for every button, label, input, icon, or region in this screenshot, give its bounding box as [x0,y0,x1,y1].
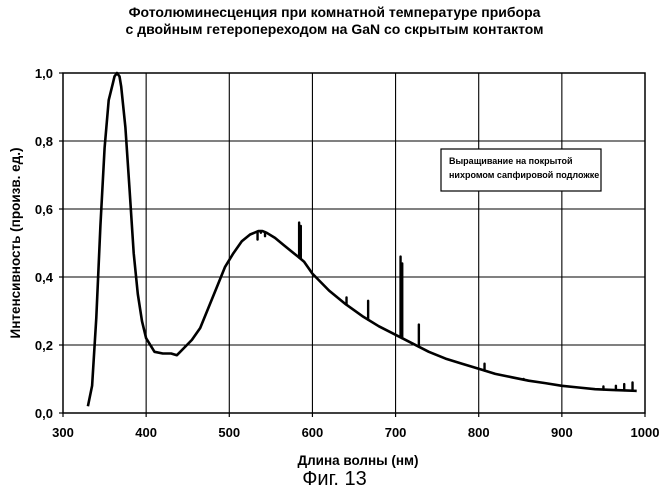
y-tick-label: 0,4 [35,270,54,285]
spikes [258,223,633,391]
x-tick-label: 300 [52,425,74,440]
y-tick-label: 1,0 [35,66,53,81]
x-tick-label: 500 [218,425,240,440]
y-tick-label: 0,0 [35,406,53,421]
axis-ticks: 300 400 500 600 700 800 900 1000 0,0 0,2 0,4 0,6 0,8… [35,66,660,440]
x-tick-label: 800 [468,425,490,440]
x-axis-label: Длина волны (нм) [297,453,418,468]
annotation-line2: нихромом сапфировой подложке [449,170,599,180]
x-tick-label: 400 [135,425,157,440]
y-tick-label: 0,6 [35,202,53,217]
x-tick-label: 700 [385,425,407,440]
x-tick-label: 1000 [631,425,660,440]
series-line [88,73,637,406]
x-tick-label: 600 [302,425,324,440]
figure-caption: Фиг. 13 [0,468,669,491]
grid [63,73,645,413]
y-axis-label: Интенсивность (произв. ед.) [8,148,23,339]
y-tick-label: 0,2 [35,338,53,353]
y-tick-label: 0,8 [35,134,53,149]
x-tick-label: 900 [551,425,573,440]
chart-svg: 300 400 500 600 700 800 900 1000 0,0 0,2 0,4 0,6 0,8… [0,0,669,500]
annotation-line1: Выращивание на покрытой [449,156,573,166]
plot-frame [63,73,645,413]
